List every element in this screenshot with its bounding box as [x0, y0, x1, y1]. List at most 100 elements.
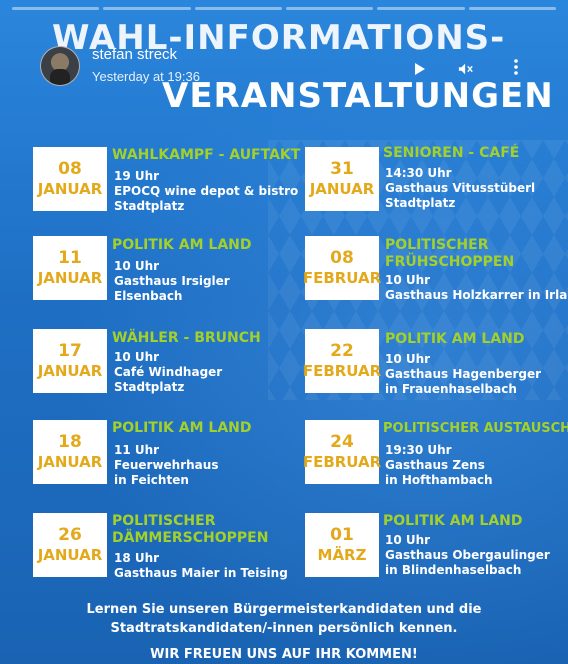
event-day: 08 — [330, 248, 354, 268]
event-details: 19:30 Uhr Gasthaus Zens in Hofthambach — [385, 443, 493, 488]
event-details: 18 Uhr Gasthaus Maier in Teising — [114, 551, 288, 581]
event-title-line: FRÜHSCHOPPEN — [385, 254, 515, 270]
event-title: POLITIK AM LAND — [112, 420, 252, 436]
footer-line: Stadtratskandidaten/-innen persönlich ke… — [110, 621, 458, 636]
event-day: 17 — [58, 341, 82, 361]
event-time: 19:30 Uhr — [385, 443, 452, 457]
event-time: 10 Uhr — [114, 350, 160, 364]
event-month: FEBRUAR — [302, 269, 382, 287]
event-time: 14:30 Uhr — [385, 166, 452, 180]
story-progress-segment — [377, 7, 465, 10]
story-progress-segment — [194, 7, 282, 10]
event-month: FEBRUAR — [302, 362, 382, 380]
event-location: Gasthaus Hagenberger — [385, 367, 542, 381]
event-title: WÄHLER - BRUNCH — [112, 330, 261, 346]
event-title: SENIOREN - CAFÉ — [383, 145, 520, 161]
event-day: 26 — [58, 525, 82, 545]
event-location: Gasthaus Zens — [385, 458, 485, 472]
event-date-box: 31 JANUAR — [305, 147, 379, 211]
event-date-box: 08 JANUAR — [33, 147, 107, 211]
event-time: 19 Uhr — [114, 169, 160, 183]
event-date-box: 17 JANUAR — [33, 329, 107, 393]
story-progress-segment — [12, 7, 100, 10]
event-place: in Hofthambach — [385, 473, 493, 487]
event-details: 10 Uhr Gasthaus Obergaulinger in Blinden… — [385, 533, 550, 578]
event-month: JANUAR — [37, 362, 103, 380]
event-title: POLITIK AM LAND — [112, 237, 252, 253]
event-month: JANUAR — [37, 546, 103, 564]
event-place: Stadtplatz — [385, 196, 456, 210]
event-date-box: 26 JANUAR — [33, 513, 107, 577]
event-place: in Feichten — [114, 473, 189, 487]
event-month: JANUAR — [37, 269, 103, 287]
event-title: POLITISCHER FRÜHSCHOPPEN — [385, 237, 514, 271]
event-location: Gasthaus Vitusstüberl — [385, 181, 536, 195]
event-time: 11 Uhr — [114, 443, 160, 457]
event-day: 18 — [58, 432, 82, 452]
event-month: JANUAR — [37, 180, 103, 198]
event-month: JANUAR — [37, 453, 103, 471]
event-title: POLITIK AM LAND — [385, 331, 525, 347]
event-time: 10 Uhr — [385, 533, 431, 547]
event-details: 10 Uhr Gasthaus Hagenberger in Frauenhas… — [385, 352, 541, 397]
story-timestamp: Yesterday at 19:36 — [92, 69, 200, 84]
event-title: POLITIK AM LAND — [383, 513, 523, 529]
event-place: Stadtplatz — [114, 199, 185, 213]
story-progress-segment — [103, 7, 191, 10]
event-location: Gasthaus Irsigler — [114, 274, 230, 288]
event-date-box: 18 JANUAR — [33, 420, 107, 484]
event-details: 19 Uhr EPOCQ wine depot & bistro Stadtpl… — [114, 169, 298, 214]
event-date-box: 22 FEBRUAR — [302, 329, 382, 393]
avatar[interactable] — [40, 46, 80, 86]
event-time: 10 Uhr — [385, 273, 431, 287]
event-place: Stadtplatz — [114, 380, 185, 394]
event-place: in Frauenhaselbach — [385, 382, 517, 396]
event-title-line: POLITISCHER — [385, 237, 489, 253]
event-day: 22 — [330, 341, 354, 361]
poster-title-line1: WAHL-INFORMATIONS- — [52, 18, 506, 58]
story-author[interactable]: stefan streck Yesterday at 19:36 — [40, 46, 200, 86]
event-location: EPOCQ wine depot & bistro — [114, 184, 299, 198]
story-progress-segment — [285, 7, 374, 10]
event-details: 10 Uhr Café Windhager Stadtplatz — [114, 350, 222, 395]
event-day: 24 — [330, 432, 354, 452]
event-date-box: 08 FEBRUAR — [302, 236, 382, 300]
footer-text: Lernen Sie unseren Bürgermeisterkandidat… — [0, 600, 568, 638]
event-title-line: DÄMMERSCHOPPEN — [112, 530, 269, 546]
event-date-box: 24 FEBRUAR — [302, 420, 382, 484]
play-icon[interactable] — [412, 61, 428, 77]
event-title: POLITISCHER AUSTAUSCH — [383, 421, 568, 436]
event-place: Elsenbach — [114, 289, 183, 303]
mute-icon[interactable] — [458, 61, 474, 77]
event-location: Gasthaus Maier in Teising — [114, 566, 288, 580]
event-month: FEBRUAR — [302, 453, 382, 471]
footer-line: Lernen Sie unseren Bürgermeisterkandidat… — [86, 602, 482, 617]
event-month: JANUAR — [309, 180, 375, 198]
more-icon[interactable] — [508, 59, 524, 75]
event-place: in Blindenhaselbach — [385, 563, 522, 577]
event-title: POLITISCHER DÄMMERSCHOPPEN — [112, 513, 268, 547]
event-month: MÄRZ — [317, 546, 367, 564]
event-details: 10 Uhr Gasthaus Holzkarrer in Irlau — [385, 273, 568, 303]
event-details: 11 Uhr Feuerwehrhaus in Feichten — [114, 443, 218, 488]
story-progress-segment — [468, 7, 556, 10]
event-date-box: 01 MÄRZ — [305, 513, 379, 577]
event-location: Gasthaus Obergaulinger — [385, 548, 550, 562]
event-date-box: 11 JANUAR — [33, 236, 107, 300]
event-location: Gasthaus Holzkarrer in Irlau — [385, 288, 568, 302]
event-location: Café Windhager — [114, 365, 223, 379]
footer-slogan: WIR FREUEN UNS AUF IHR KOMMEN! — [150, 647, 418, 662]
event-time: 18 Uhr — [114, 551, 160, 565]
event-time: 10 Uhr — [114, 259, 160, 273]
event-day: 31 — [330, 159, 354, 179]
event-title: WAHLKAMPF - AUFTAKT — [112, 147, 301, 163]
poster-title-line2: VERANSTALTUNGEN — [162, 76, 554, 116]
event-day: 01 — [330, 525, 354, 545]
event-day: 08 — [58, 159, 82, 179]
story-progress-bar — [12, 7, 556, 10]
event-title-line: POLITISCHER — [112, 513, 216, 529]
event-details: 14:30 Uhr Gasthaus Vitusstüberl Stadtpla… — [385, 166, 535, 211]
event-day: 11 — [58, 248, 82, 268]
story-user-name[interactable]: stefan streck — [92, 46, 178, 63]
event-location: Feuerwehrhaus — [114, 458, 219, 472]
